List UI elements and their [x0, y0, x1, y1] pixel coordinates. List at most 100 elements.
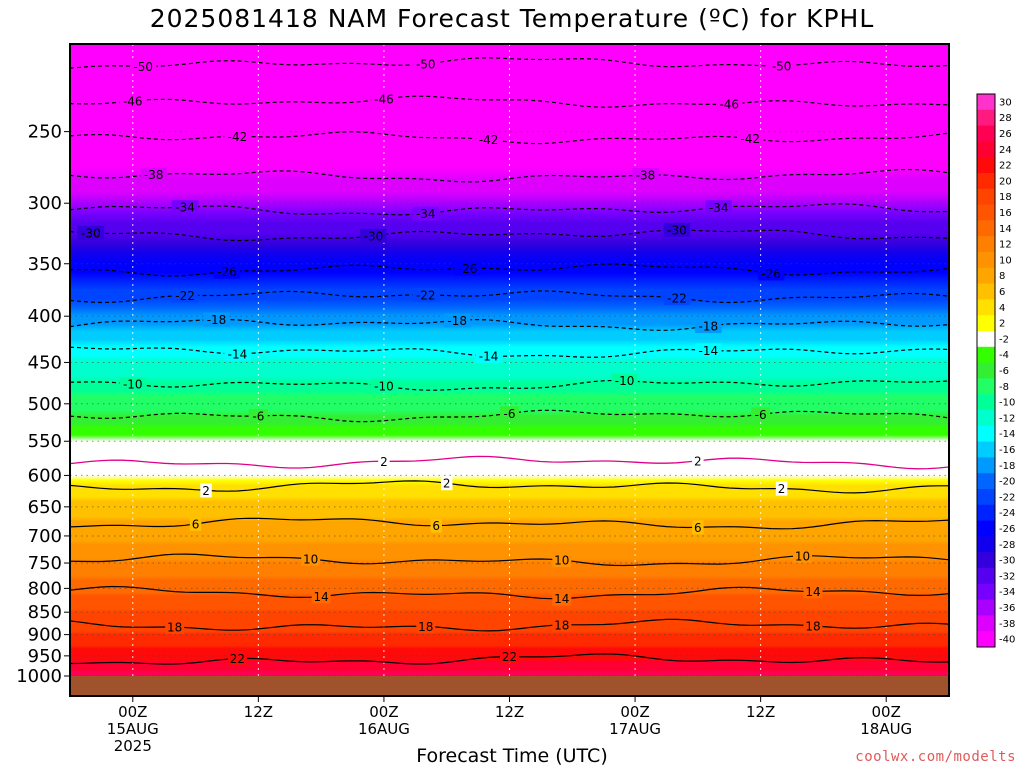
contour-label: -50 [416, 57, 436, 71]
colorbar-label: -40 [999, 635, 1015, 646]
contour-label-bg [165, 620, 185, 635]
y-tick-label: 450 [28, 352, 62, 373]
colorbar-swatch [977, 346, 995, 364]
contour-label-bg [475, 349, 502, 364]
contour-label: 14 [554, 592, 569, 606]
colorbar-swatch [977, 425, 995, 443]
contour-label: 10 [303, 552, 318, 566]
colorbar-swatch [977, 236, 995, 253]
contour-label: 2 [380, 455, 388, 469]
ground-layer [70, 676, 949, 696]
contour-line [70, 480, 949, 494]
colorbar-swatch [977, 299, 995, 316]
colorbar-label: -16 [999, 445, 1015, 456]
y-tick-label: 800 [28, 578, 62, 599]
colorbar-label: -24 [999, 508, 1015, 519]
colorbar-swatch [977, 204, 995, 221]
contour-label-bg [412, 56, 440, 71]
contour-label-bg [77, 225, 105, 240]
contour-label-bg [370, 379, 398, 394]
contour-label: 14 [314, 590, 329, 604]
contour-label: -34 [175, 201, 195, 215]
contour-label-bg [716, 96, 743, 111]
colorbar-swatch [977, 615, 995, 632]
colorbar-label: 16 [999, 208, 1012, 219]
contour-label: -18 [207, 313, 227, 327]
colorbar-label: 12 [999, 240, 1012, 251]
colorbar-swatch [977, 252, 995, 269]
y-tick-label: 750 [28, 553, 62, 574]
contour-label-bg [200, 483, 212, 498]
y-tick-label: 1000 [16, 666, 62, 687]
contour-label-bg [171, 288, 199, 303]
colorbar-label: -28 [999, 540, 1015, 551]
contour-label-bg [416, 619, 436, 634]
colorbar-swatch [977, 441, 995, 458]
contour-label-bg [751, 407, 771, 422]
contour-label-bg [412, 287, 440, 302]
colorbar-label: -4 [999, 350, 1009, 361]
y-tick-label: 350 [28, 254, 62, 275]
contour-label-bg [119, 377, 147, 392]
contour-label: -30 [667, 223, 687, 237]
contour-label: -50 [133, 60, 153, 74]
colorbar-label: -34 [999, 587, 1015, 598]
contour-label: 18 [554, 618, 569, 632]
contour-label: 2 [778, 482, 786, 496]
contour-label-bg [552, 553, 572, 568]
x-tick-label: 15AUG [107, 720, 159, 738]
contour-label-bg [248, 408, 268, 423]
contour-label-bg [552, 617, 572, 632]
contour-label: -10 [615, 374, 635, 388]
contour-label-bg [130, 59, 157, 74]
contour-label-bg [301, 551, 321, 566]
contour-label: -22 [175, 289, 195, 303]
contour-label: 14 [805, 585, 820, 599]
colorbar-label: -38 [999, 619, 1015, 630]
colorbar-swatch [977, 568, 995, 585]
colorbar-frame [976, 93, 996, 648]
colorbar-swatch [977, 331, 995, 348]
contour-label: -22 [667, 291, 687, 305]
colorbar-swatch [977, 631, 995, 648]
colorbar-label: -26 [999, 524, 1015, 535]
contour-label-bg [454, 261, 481, 276]
contour-label: 6 [192, 517, 200, 531]
contour-label-bg [500, 406, 519, 421]
colorbar-swatch [977, 552, 995, 569]
colorbar-label: -12 [999, 413, 1015, 424]
colorbar-label: -14 [999, 429, 1015, 440]
y-tick-label: 600 [28, 465, 62, 486]
contour-label: -6 [252, 409, 264, 423]
contour-label-bg [757, 266, 785, 281]
contour-label-bg [736, 131, 764, 146]
colorbar-swatch [977, 220, 995, 237]
contour-label-bg [695, 343, 722, 358]
contour-label-bg [171, 200, 199, 215]
y-tick-label: 500 [28, 394, 62, 415]
colorbar-swatch [977, 141, 995, 158]
colorbar-swatch [977, 583, 995, 601]
contour-label: 2 [443, 477, 451, 491]
colorbar-label: -36 [999, 603, 1015, 614]
x-tick-label: 2025 [114, 737, 152, 755]
contour-label: -6 [755, 408, 767, 422]
colorbar-swatch [977, 125, 995, 142]
contour-label: -30 [81, 226, 101, 240]
contour-label: -50 [772, 59, 792, 73]
contour-label: -38 [636, 168, 656, 182]
contour-label-bg [663, 290, 691, 305]
credit-link[interactable]: coolwx.com/modelts [855, 749, 1016, 765]
contour-label-bg [378, 454, 390, 469]
x-tick-label: 16AUG [358, 720, 410, 738]
colorbar-label: 8 [999, 271, 1005, 282]
contour-label: -46 [374, 92, 394, 106]
y-tick-label: 950 [28, 646, 62, 667]
contour-label: -10 [123, 378, 143, 392]
colorbar-swatch [977, 94, 995, 111]
contour-label-bg [443, 313, 471, 328]
colorbar-swatch [977, 394, 995, 411]
colorbar-label: -6 [999, 366, 1009, 377]
contour-label: -42 [228, 130, 248, 144]
contour-lines: -50 -50 -50 -46 -46 -46 -42 -42 -42 -38 -38 -34 -34 -… [70, 56, 949, 666]
